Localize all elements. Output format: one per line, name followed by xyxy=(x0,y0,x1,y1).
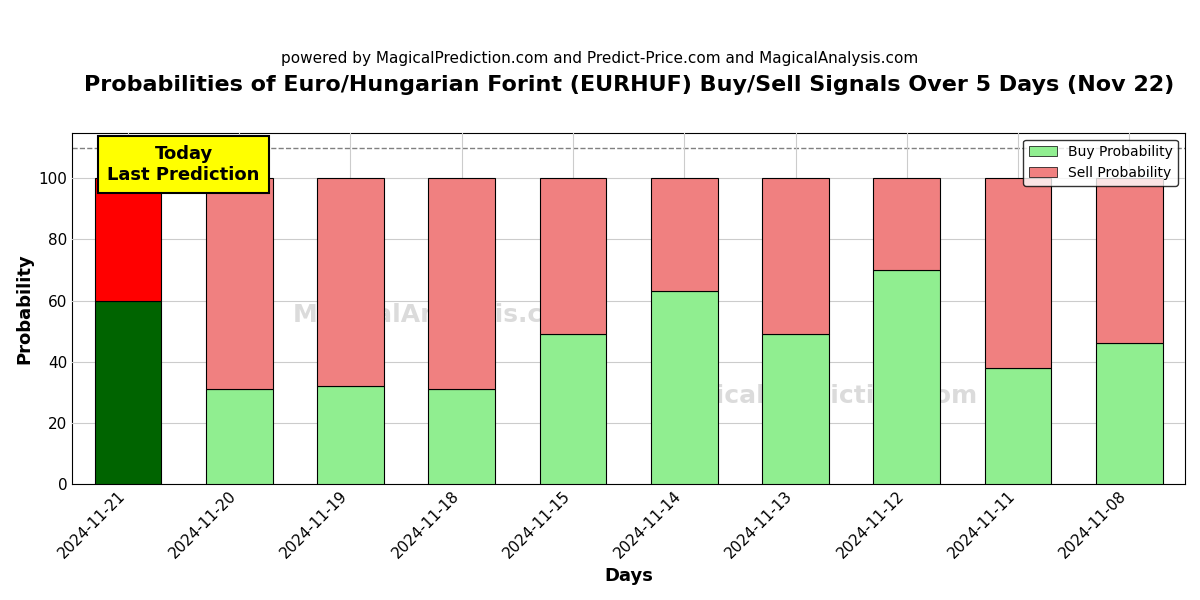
Bar xyxy=(874,178,941,270)
Bar xyxy=(762,334,829,484)
Bar xyxy=(985,368,1051,484)
Bar xyxy=(1096,178,1163,343)
Text: powered by MagicalPrediction.com and Predict-Price.com and MagicalAnalysis.com: powered by MagicalPrediction.com and Pre… xyxy=(281,51,919,66)
Bar xyxy=(650,292,718,484)
Bar xyxy=(762,178,829,334)
Bar xyxy=(206,178,272,389)
Text: MagicalPrediction.com: MagicalPrediction.com xyxy=(658,384,978,408)
Bar xyxy=(206,389,272,484)
Bar xyxy=(985,178,1051,368)
Text: MagicalAnalysis.com: MagicalAnalysis.com xyxy=(293,303,587,327)
Y-axis label: Probability: Probability xyxy=(14,253,34,364)
Bar xyxy=(95,178,161,301)
Title: Probabilities of Euro/Hungarian Forint (EURHUF) Buy/Sell Signals Over 5 Days (No: Probabilities of Euro/Hungarian Forint (… xyxy=(84,75,1174,95)
Bar xyxy=(317,386,384,484)
Bar xyxy=(650,178,718,292)
Bar xyxy=(317,178,384,386)
X-axis label: Days: Days xyxy=(605,567,653,585)
Bar xyxy=(540,334,606,484)
Bar xyxy=(428,389,496,484)
Bar xyxy=(1096,343,1163,484)
Bar xyxy=(95,301,161,484)
Text: Today
Last Prediction: Today Last Prediction xyxy=(107,145,259,184)
Bar xyxy=(874,270,941,484)
Bar xyxy=(540,178,606,334)
Legend: Buy Probability, Sell Probability: Buy Probability, Sell Probability xyxy=(1024,140,1178,185)
Bar xyxy=(428,178,496,389)
